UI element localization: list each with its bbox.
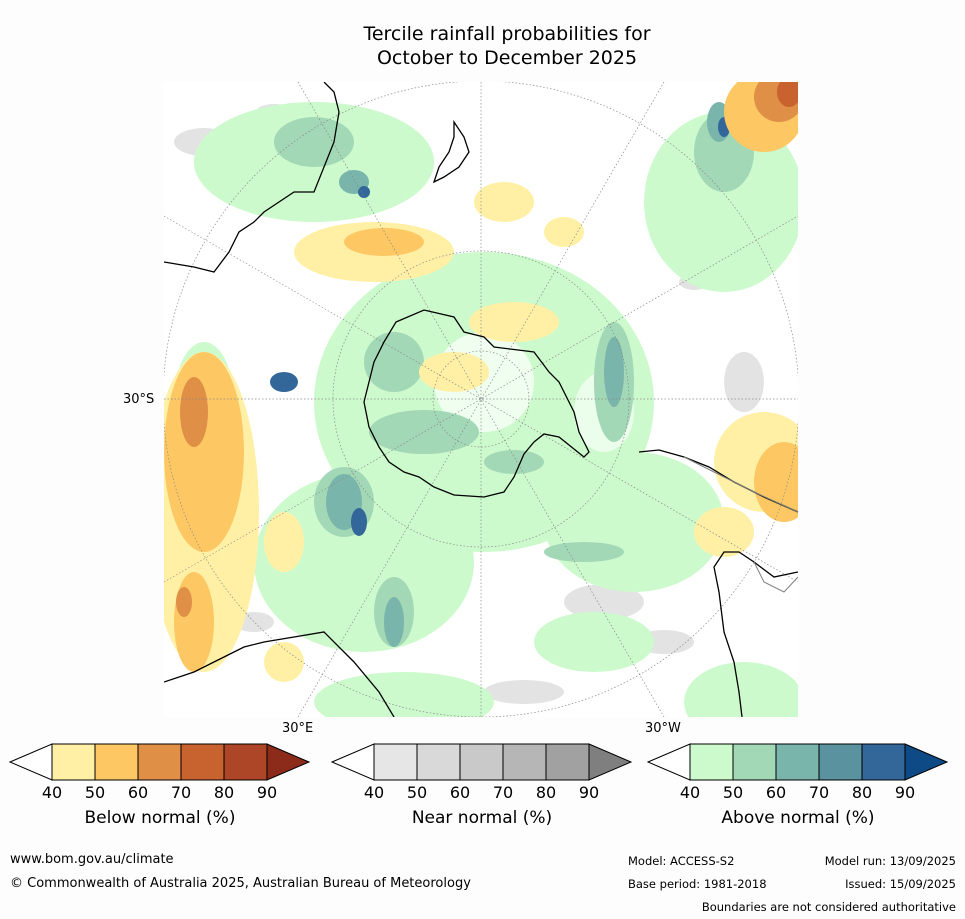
tick: 50: [406, 783, 428, 802]
base-period-text: Base period: 1981-2018: [628, 877, 767, 891]
tick: 50: [722, 783, 744, 802]
website-link[interactable]: www.bom.gov.au/climate: [10, 852, 174, 867]
colorbar-near-normal: [331, 743, 633, 781]
colorbar-segment: [861, 743, 906, 781]
borders: [683, 456, 798, 593]
lon-label-30e: 30°E: [282, 721, 314, 736]
colorbar-above-normal-svg: [647, 743, 949, 781]
colorbar-extend-high: [266, 743, 311, 781]
tick: 60: [765, 783, 787, 802]
colorbar-below-normal-svg: [9, 743, 311, 781]
tick: 70: [170, 783, 192, 802]
tick: 70: [808, 783, 830, 802]
tick: 90: [578, 783, 600, 802]
tick: 60: [127, 783, 149, 802]
tick: 80: [851, 783, 873, 802]
colorbar-extend-high: [904, 743, 949, 781]
title-line-1: Tercile rainfall probabilities for: [363, 23, 651, 45]
tick: 60: [449, 783, 471, 802]
tick: 40: [41, 783, 63, 802]
map-canvas: [164, 82, 798, 717]
colorbar-segment: [180, 743, 225, 781]
lat-label-30s: 30°S: [123, 392, 155, 407]
colorbar-extend-high: [588, 743, 633, 781]
colorbar-near-normal-svg: [331, 743, 633, 781]
map-title: Tercile rainfall probabilities for Octob…: [0, 22, 965, 70]
colorbar-segment: [818, 743, 863, 781]
tick: 70: [492, 783, 514, 802]
model-run-text: Model run: 13/09/2025: [824, 854, 956, 868]
polar-rainfall-map: [164, 82, 798, 717]
colorbar-extend-low: [9, 743, 53, 781]
colorbar-above-normal-label: Above normal (%): [721, 808, 875, 828]
issued-text: Issued: 15/09/2025: [845, 877, 956, 891]
colorbar-segment: [51, 743, 96, 781]
tick: 40: [363, 783, 385, 802]
disclaimer-text: Boundaries are not considered authoritat…: [701, 900, 956, 914]
colorbar-segment: [689, 743, 734, 781]
colorbar-above-normal: [647, 743, 949, 781]
coastlines: [164, 82, 798, 717]
copyright-text: © Commonwealth of Australia 2025, Austra…: [10, 876, 471, 891]
model-text: Model: ACCESS-S2: [628, 854, 735, 868]
tick: 80: [535, 783, 557, 802]
colorbar-segment: [732, 743, 777, 781]
tick: 90: [256, 783, 278, 802]
colorbar-near-normal-label: Near normal (%): [411, 808, 553, 828]
colorbar-segment: [373, 743, 418, 781]
colorbar-segment: [502, 743, 547, 781]
tick: 80: [213, 783, 235, 802]
colorbar-segment: [545, 743, 590, 781]
colorbar-extend-low: [647, 743, 691, 781]
lon-label-30w: 30°W: [645, 721, 681, 736]
colorbar-extend-low: [331, 743, 375, 781]
colorbar-segment: [459, 743, 504, 781]
title-line-2: October to December 2025: [376, 47, 638, 69]
tick: 50: [84, 783, 106, 802]
colorbar-segment: [223, 743, 268, 781]
colorbar-below-normal: [9, 743, 311, 781]
colorbar-segment: [137, 743, 182, 781]
tick: 40: [679, 783, 701, 802]
below-normal-70: [777, 82, 798, 107]
colorbar-segment: [416, 743, 461, 781]
tick: 90: [894, 783, 916, 802]
colorbar-segment: [775, 743, 820, 781]
colorbar-segment: [94, 743, 139, 781]
colorbar-below-normal-label: Below normal (%): [84, 808, 236, 828]
graticule: [164, 82, 798, 717]
